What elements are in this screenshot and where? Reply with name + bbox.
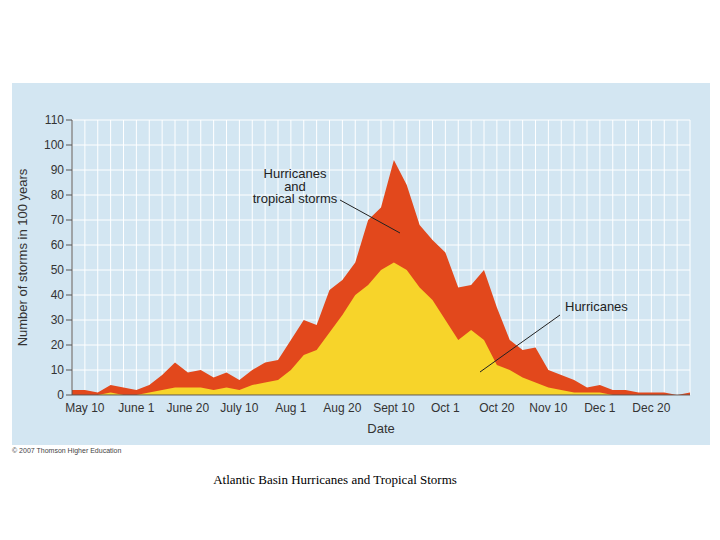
svg-text:Dec 20: Dec 20 bbox=[632, 401, 670, 415]
svg-text:70: 70 bbox=[51, 213, 65, 227]
svg-text:June 1: June 1 bbox=[118, 401, 154, 415]
svg-text:Oct 20: Oct 20 bbox=[479, 401, 515, 415]
svg-text:Hurricanes: Hurricanes bbox=[565, 299, 628, 314]
svg-text:40: 40 bbox=[51, 288, 65, 302]
svg-text:Date: Date bbox=[367, 421, 394, 436]
svg-text:50: 50 bbox=[51, 263, 65, 277]
svg-text:60: 60 bbox=[51, 238, 65, 252]
svg-text:10: 10 bbox=[51, 363, 65, 377]
svg-text:Aug 20: Aug 20 bbox=[323, 401, 361, 415]
svg-text:Aug 1: Aug 1 bbox=[275, 401, 307, 415]
svg-text:Nov 10: Nov 10 bbox=[529, 401, 567, 415]
html-text:Atlantic Basin Hurricanes and: Atlantic Basin Hurricanes and Tropical S… bbox=[213, 472, 457, 487]
svg-text:Oct 1: Oct 1 bbox=[431, 401, 460, 415]
svg-text:80: 80 bbox=[51, 188, 65, 202]
svg-text:May 10: May 10 bbox=[65, 401, 105, 415]
svg-text:Number of storms in 100 years: Number of storms in 100 years bbox=[15, 168, 30, 346]
svg-text:30: 30 bbox=[51, 313, 65, 327]
svg-text:Sept 10: Sept 10 bbox=[373, 401, 415, 415]
svg-text:Dec 1: Dec 1 bbox=[584, 401, 616, 415]
svg-text:20: 20 bbox=[51, 338, 65, 352]
svg-text:June 20: June 20 bbox=[167, 401, 210, 415]
svg-text:110: 110 bbox=[45, 113, 64, 127]
html-text:© 2007 Thomson Higher Educatio: © 2007 Thomson Higher Education bbox=[12, 447, 122, 454]
svg-text:July 10: July 10 bbox=[220, 401, 258, 415]
svg-text:90: 90 bbox=[51, 163, 65, 177]
svg-text:0: 0 bbox=[57, 388, 64, 402]
svg-text:100: 100 bbox=[44, 138, 64, 152]
svg-text:Hurricanesandtropical storms: Hurricanesandtropical storms bbox=[253, 166, 338, 206]
